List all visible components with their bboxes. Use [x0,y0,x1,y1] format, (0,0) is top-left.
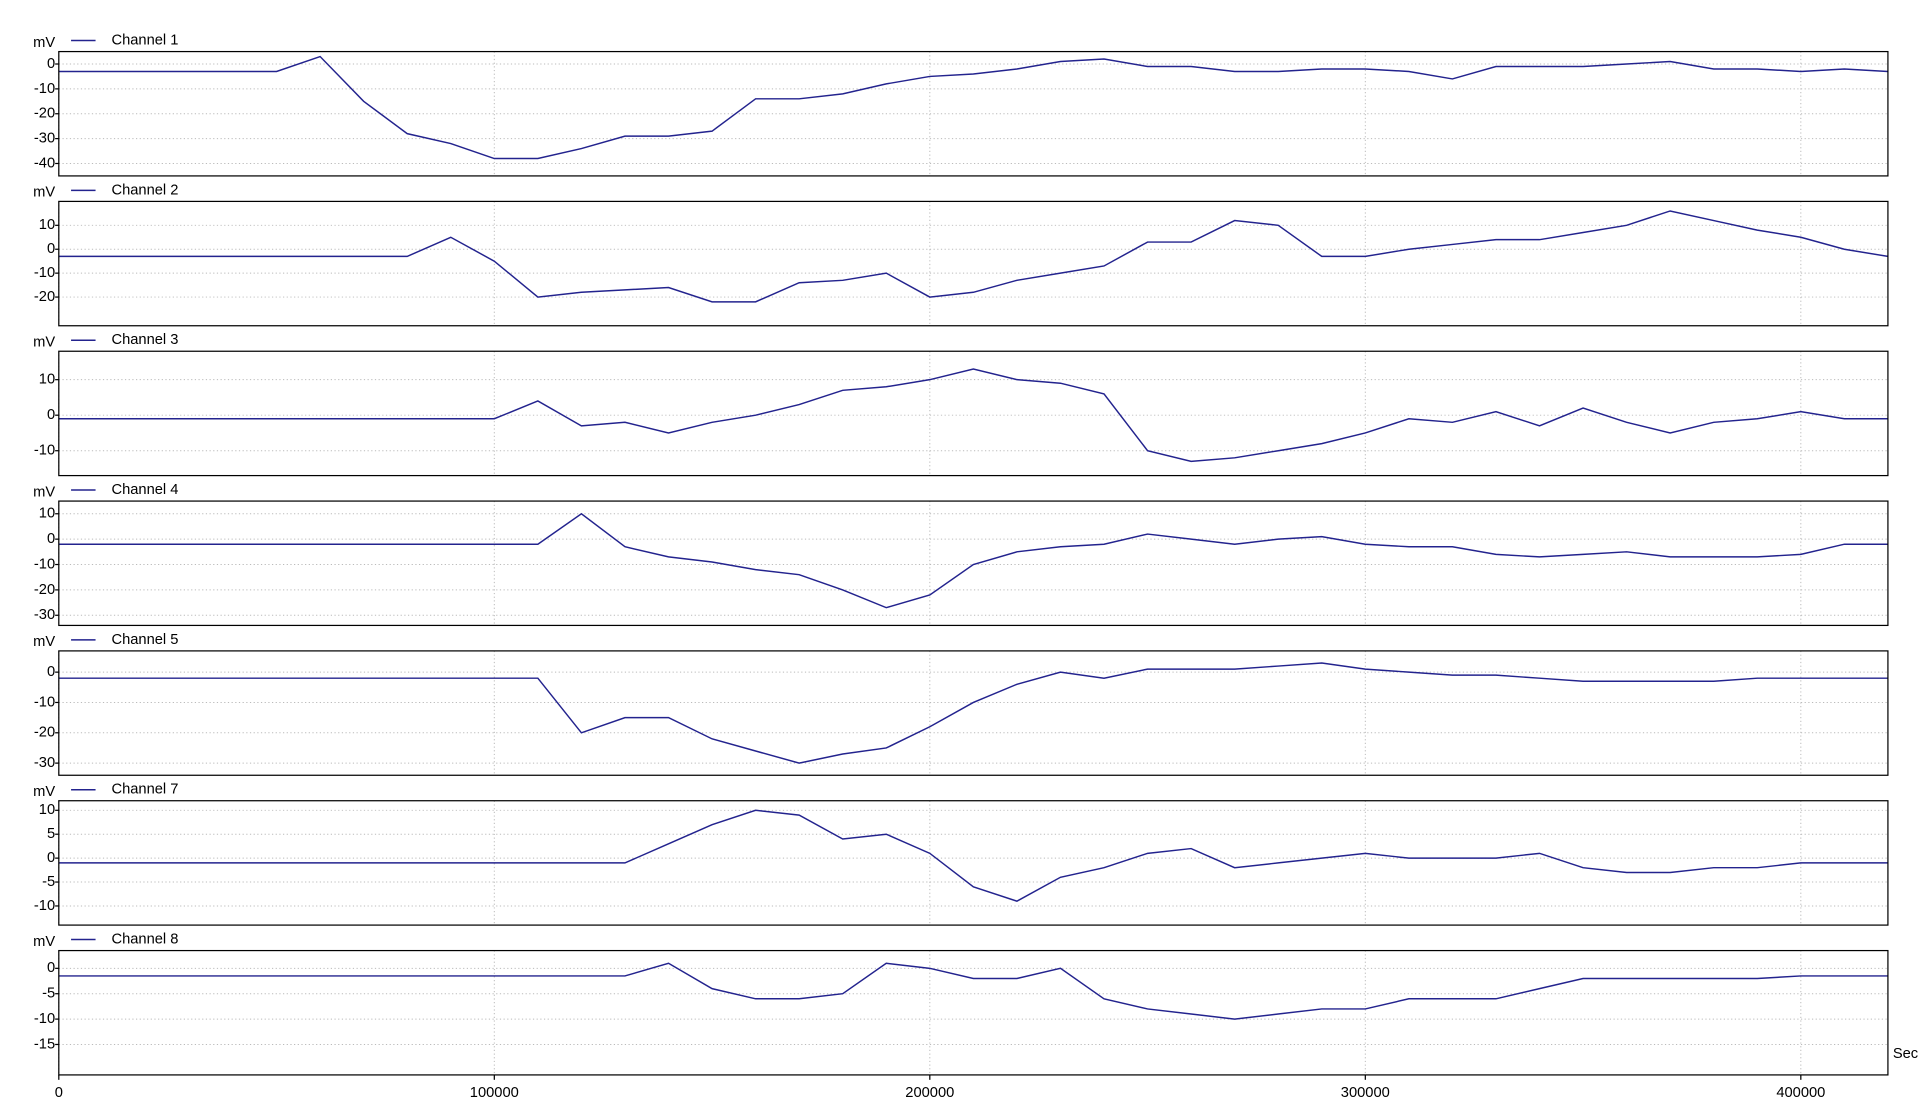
y-tick-label: -10 [34,81,55,97]
plot-frame [58,50,1889,177]
plot-frame [58,200,1889,327]
y-tick-label: -30 [34,755,55,771]
y-tick-label: -10 [34,443,55,459]
y-tick-label: -15 [34,1036,55,1052]
legend-label: Channel 1 [111,32,178,48]
y-tick-label: -20 [34,106,55,122]
y-tick-label: -10 [34,1011,55,1027]
y-axis-label: mV [33,35,55,51]
legend-label: Channel 7 [111,782,178,798]
data-line [58,210,1889,303]
legend-label: Channel 3 [111,332,178,348]
y-tick-label: 0 [47,960,55,976]
legend-label: Channel 5 [111,632,178,648]
y-tick-label: -10 [34,694,55,710]
y-tick-label: -20 [34,289,55,305]
y-tick-label: -30 [34,131,55,147]
y-tick-label: 5 [47,826,55,842]
y-tick-label: -30 [34,607,55,623]
y-tick-label: -5 [42,874,55,890]
data-line [58,962,1888,1020]
y-tick-label: -10 [34,265,55,281]
legend-label: Channel 4 [111,482,178,498]
x-tick-label: 0 [55,1085,63,1101]
y-axis-label: mV [33,634,55,650]
y-tick-label: -10 [34,898,55,914]
y-tick-label: 10 [39,802,55,818]
plot-frame [58,800,1889,926]
y-tick-label: 0 [47,664,55,680]
plot-frame [58,500,1889,627]
x-tick-label: 300000 [1341,1085,1390,1101]
plot-frame [58,350,1889,477]
data-line [58,662,1888,764]
y-axis-label: mV [33,484,55,500]
x-tick-label: 200000 [905,1085,954,1101]
legend-label: Channel 8 [111,931,178,947]
y-tick-label: 10 [39,372,55,388]
data-line [58,809,1888,902]
y-tick-label: 10 [39,217,55,233]
y-axis-label: mV [33,934,55,950]
y-axis-label: mV [33,185,55,201]
legend-label: Channel 2 [111,182,178,198]
data-line [58,368,1888,463]
data-line [58,512,1888,609]
x-tick-label: 400000 [1776,1085,1825,1101]
plot-frame [58,949,1889,1076]
y-tick-label: -20 [34,582,55,598]
y-tick-label: -20 [34,725,55,741]
y-tick-label: 0 [47,850,55,866]
plot-frame [58,650,1889,776]
data-line [58,55,1888,160]
y-tick-label: 10 [39,506,55,522]
x-axis-label: Sec [1893,1046,1918,1062]
y-tick-label: 0 [47,56,55,72]
y-tick-label: 0 [47,531,55,547]
x-tick-label: 100000 [470,1085,519,1101]
y-tick-label: -5 [42,986,55,1002]
y-tick-label: 0 [47,241,55,257]
y-tick-label: -10 [34,556,55,572]
y-tick-label: -40 [34,155,55,171]
y-tick-label: 0 [47,407,55,423]
y-axis-label: mV [33,335,55,351]
y-axis-label: mV [33,784,55,800]
